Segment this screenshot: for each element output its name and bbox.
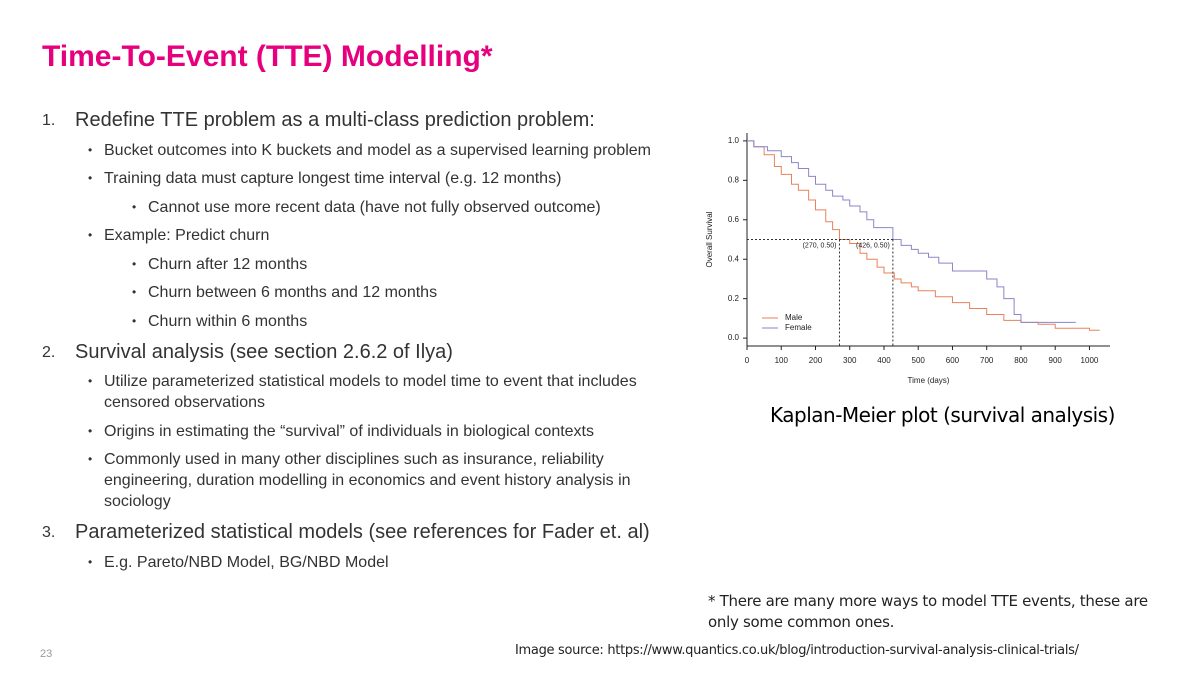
footnote: * There are many more ways to model TTE … <box>708 592 1148 631</box>
sub-sub-bullet: Churn between 6 months and 12 months <box>132 282 668 303</box>
y-tick-label: 0.0 <box>728 333 740 342</box>
y-tick-label: 0.4 <box>728 254 740 263</box>
image-source: Image source: https://www.quantics.co.uk… <box>515 643 1079 658</box>
sub-bullet: Example: Predict churn <box>88 225 664 246</box>
x-tick-label: 500 <box>912 356 926 365</box>
x-tick-label: 400 <box>877 356 891 365</box>
sub-bullet: Commonly used in many other disciplines … <box>88 449 664 512</box>
annotation-label: (426, 0.50) <box>856 242 890 249</box>
survival-curve <box>747 140 1100 331</box>
item-number: 1. <box>42 112 56 129</box>
y-tick-label: 0.2 <box>728 294 740 303</box>
legend-label: Male <box>785 313 803 322</box>
x-tick-label: 200 <box>809 356 823 365</box>
list-item: 2. Survival analysis (see section 2.6.2 o… <box>0 340 680 364</box>
sub-bullet: Origins in estimating the “survival” of … <box>88 421 664 442</box>
sub-bullet: Bucket outcomes into K buckets and model… <box>88 140 664 161</box>
x-tick-label: 800 <box>1014 356 1028 365</box>
x-tick-label: 1000 <box>1081 356 1099 365</box>
sub-bullet: Training data must capture longest time … <box>88 168 664 189</box>
x-tick-label: 100 <box>775 356 789 365</box>
annotation-label: (270, 0.50) <box>803 242 837 249</box>
legend-label: Female <box>785 323 812 332</box>
slide-title: Time-To-Event (TTE) Modelling* <box>42 40 493 73</box>
x-axis-label: Time (days) <box>908 376 950 385</box>
page-number: 23 <box>40 648 53 660</box>
sub-bullet: E.g. Pareto/NBD Model, BG/NBD Model <box>88 552 664 573</box>
x-tick-label: 300 <box>843 356 857 365</box>
x-tick-label: 0 <box>745 356 750 365</box>
item-number: 2. <box>42 343 56 361</box>
item-text: Redefine TTE problem as a multi-class pr… <box>75 109 595 131</box>
x-tick-label: 700 <box>980 356 994 365</box>
x-tick-label: 600 <box>946 356 960 365</box>
sub-bullet: Utilize parameterized statistical models… <box>88 371 664 413</box>
y-tick-label: 0.6 <box>728 215 740 224</box>
sub-sub-bullet: Churn after 12 months <box>132 254 668 275</box>
content-list: 1. Redefine TTE problem as a multi-class … <box>0 108 680 573</box>
y-tick-label: 0.8 <box>728 175 740 184</box>
sub-sub-bullet: Churn within 6 months <box>132 311 668 332</box>
item-text: Survival analysis (see section 2.6.2 of … <box>75 340 453 363</box>
survival-curve <box>747 140 1076 323</box>
figure-caption: Kaplan-Meier plot (survival analysis) <box>770 403 1115 427</box>
y-axis-label: Overall Survival <box>705 211 714 267</box>
x-tick-label: 900 <box>1049 356 1063 365</box>
item-number: 3. <box>42 524 56 541</box>
item-text: Parameterized statistical models (see re… <box>75 521 650 543</box>
sub-sub-bullet: Cannot use more recent data (have not fu… <box>132 197 668 218</box>
list-item: 1. Redefine TTE problem as a multi-class … <box>0 108 680 132</box>
km-chart: 0.0 0.2 0.4 0.6 0.8 1.0 0 100 200 300 400 500 600 700… <box>705 133 1110 385</box>
y-tick-label: 1.0 <box>728 136 740 145</box>
list-item: 3. Parameterized statistical models (see … <box>0 520 680 544</box>
